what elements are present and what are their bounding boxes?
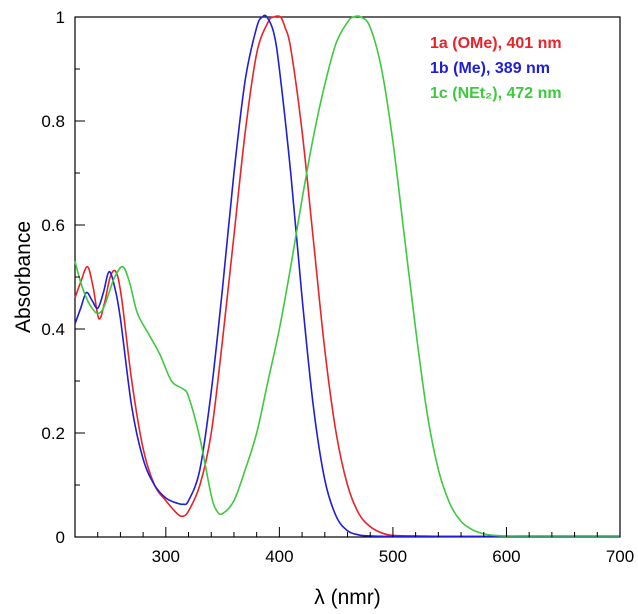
series-curves <box>74 14 620 538</box>
y-tick-label: 0 <box>56 528 65 547</box>
x-tick-label: 300 <box>152 547 180 566</box>
x-axis-title: λ (nmr) <box>314 586 381 609</box>
y-tick-label: 0.6 <box>41 216 65 235</box>
y-tick-label: 0.8 <box>41 112 65 131</box>
y-tick-label: 0.4 <box>41 320 65 339</box>
x-tick-label: 700 <box>606 547 634 566</box>
legend: 1a (OMe), 401 nm 1b (Me), 389 nm 1c (NEt₂)… <box>430 35 562 102</box>
y-axis-title: Absorbance <box>12 221 35 333</box>
x-tick-label: 400 <box>265 547 293 566</box>
series-line <box>74 15 620 538</box>
series-line <box>74 15 620 537</box>
x-tick-label: 500 <box>379 547 407 566</box>
axis-ticks: 300 400 500 600 700 0 0.2 0.4 0.6 0.8 1 <box>41 8 634 566</box>
legend-entry: 1b (Me), 389 nm <box>430 60 550 77</box>
legend-entry: 1c (NEt₂), 472 nm <box>430 85 562 102</box>
y-tick-label: 1 <box>56 8 65 27</box>
y-tick-label: 0.2 <box>41 424 65 443</box>
x-tick-label: 600 <box>492 547 520 566</box>
legend-entry: 1a (OMe), 401 nm <box>430 35 562 52</box>
